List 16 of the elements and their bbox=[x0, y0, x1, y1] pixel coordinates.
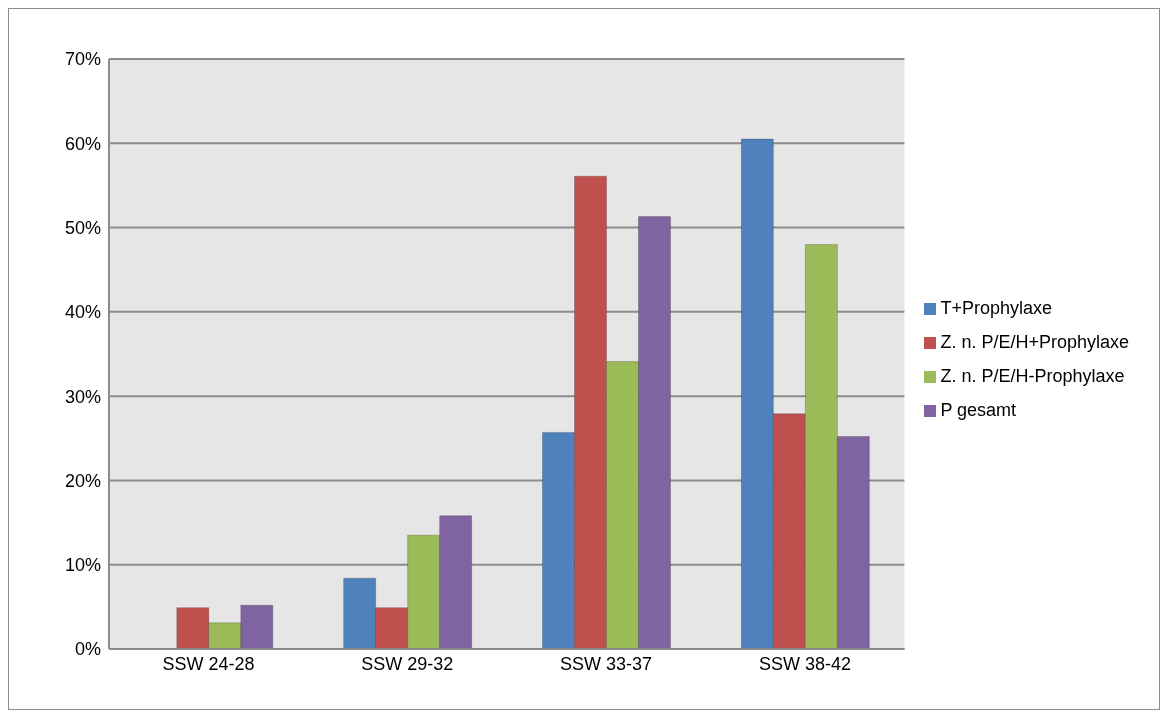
y-tick-label: 20% bbox=[64, 470, 101, 491]
legend-label: Z. n. P/E/H+Prophylaxe bbox=[940, 332, 1129, 352]
x-tick-label: SSW 29-32 bbox=[361, 653, 454, 674]
y-tick-label: 60% bbox=[64, 133, 101, 154]
legend-label: Z. n. P/E/H-Prophylaxe bbox=[940, 366, 1125, 386]
y-tick-label: 70% bbox=[64, 49, 101, 70]
x-tick-label: SSW 38-42 bbox=[758, 653, 851, 674]
y-tick-label: 40% bbox=[64, 302, 101, 323]
legend-label: T+Prophylaxe bbox=[940, 298, 1052, 318]
legend-label: P gesamt bbox=[940, 400, 1017, 420]
y-tick-label: 0% bbox=[74, 639, 101, 660]
x-tick-label: SSW 24-28 bbox=[162, 653, 255, 674]
x-tick-label: SSW 33-37 bbox=[560, 653, 653, 674]
y-tick-label: 30% bbox=[64, 386, 101, 407]
y-tick-label: 10% bbox=[64, 555, 101, 576]
y-tick-label: 50% bbox=[64, 217, 101, 238]
